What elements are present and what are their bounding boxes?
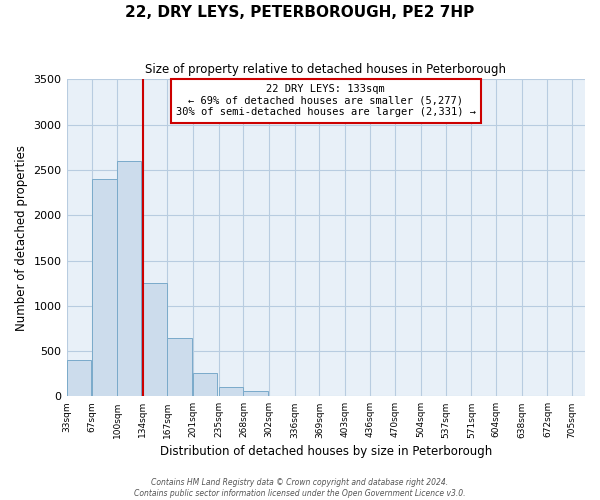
Bar bbox=[193, 373, 217, 396]
Bar bbox=[92, 179, 116, 396]
Bar bbox=[244, 392, 268, 396]
Bar bbox=[67, 360, 91, 397]
Text: 22, DRY LEYS, PETERBOROUGH, PE2 7HP: 22, DRY LEYS, PETERBOROUGH, PE2 7HP bbox=[125, 5, 475, 20]
Bar bbox=[167, 338, 192, 396]
Bar bbox=[117, 161, 142, 396]
Bar bbox=[218, 388, 243, 396]
Y-axis label: Number of detached properties: Number of detached properties bbox=[15, 145, 28, 331]
Text: Contains HM Land Registry data © Crown copyright and database right 2024.
Contai: Contains HM Land Registry data © Crown c… bbox=[134, 478, 466, 498]
Title: Size of property relative to detached houses in Peterborough: Size of property relative to detached ho… bbox=[145, 62, 506, 76]
Text: 22 DRY LEYS: 133sqm
← 69% of detached houses are smaller (5,277)
30% of semi-det: 22 DRY LEYS: 133sqm ← 69% of detached ho… bbox=[176, 84, 476, 117]
Bar bbox=[143, 283, 167, 397]
X-axis label: Distribution of detached houses by size in Peterborough: Distribution of detached houses by size … bbox=[160, 444, 492, 458]
